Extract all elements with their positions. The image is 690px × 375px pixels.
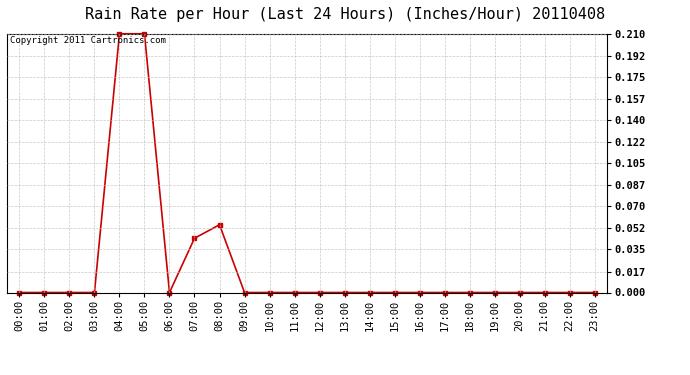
Text: Copyright 2011 Cartronics.com: Copyright 2011 Cartronics.com	[10, 36, 166, 45]
Text: Rain Rate per Hour (Last 24 Hours) (Inches/Hour) 20110408: Rain Rate per Hour (Last 24 Hours) (Inch…	[85, 8, 605, 22]
